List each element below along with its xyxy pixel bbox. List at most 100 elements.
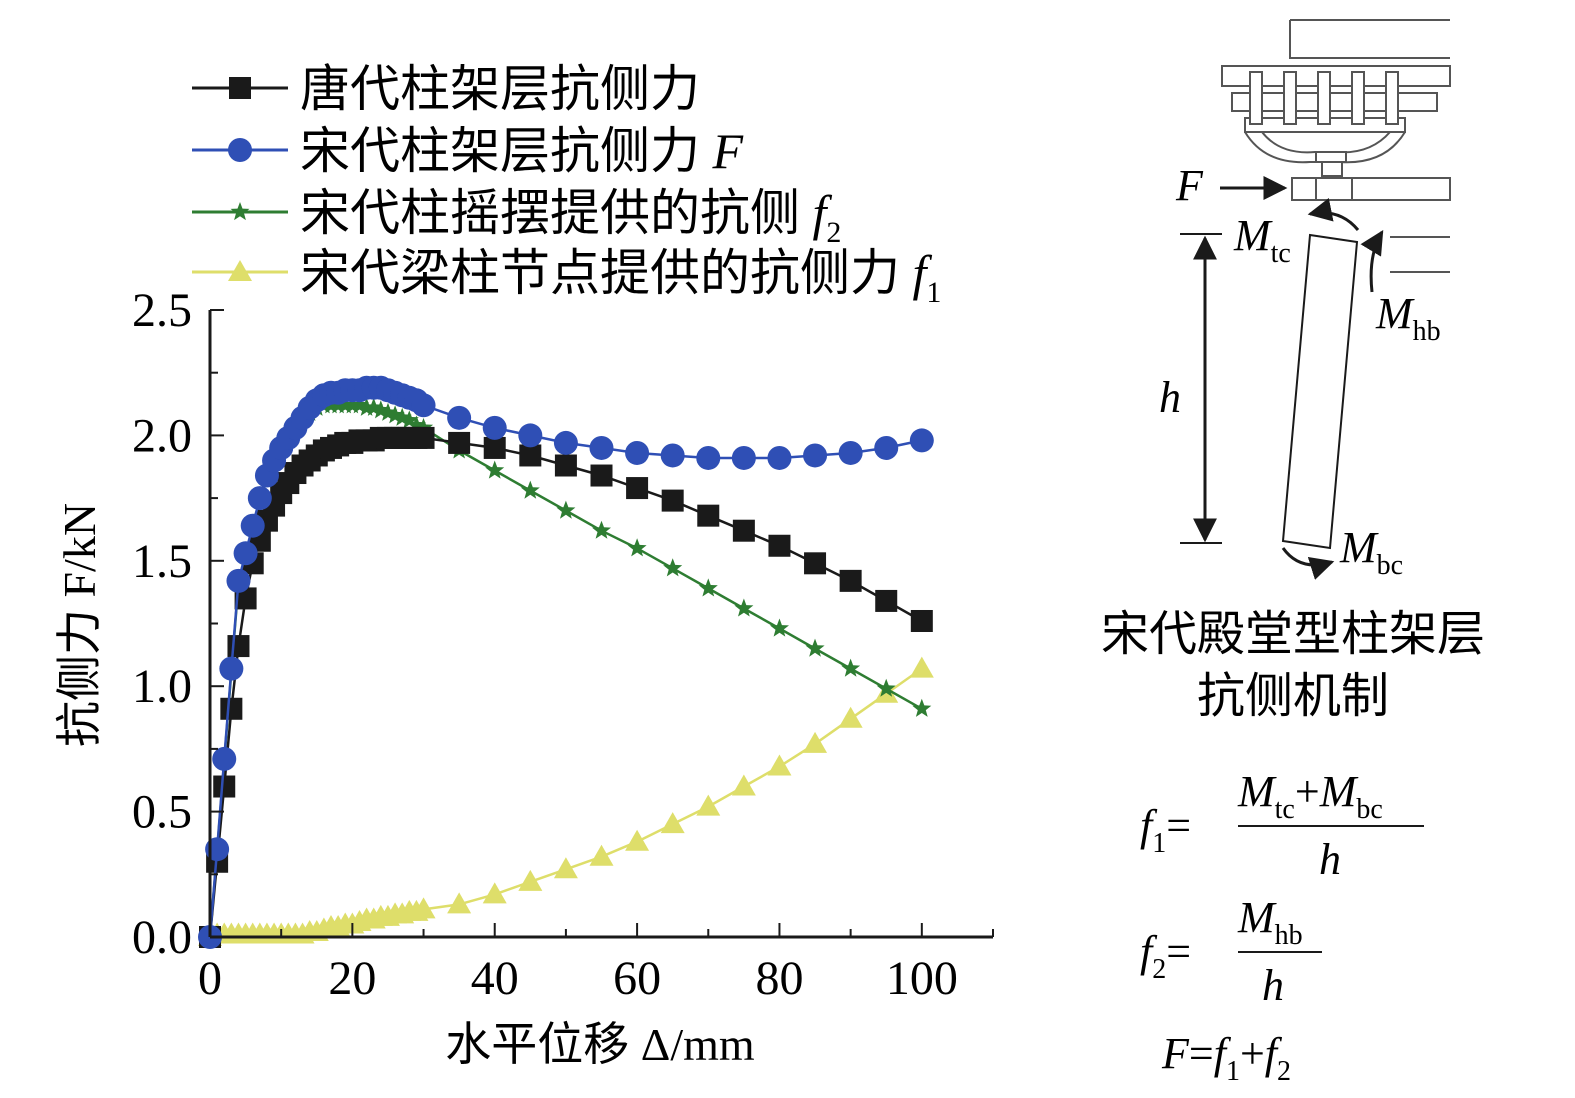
data-point xyxy=(734,598,754,617)
f1-equals: = xyxy=(1166,801,1191,850)
bracket-block xyxy=(1249,71,1263,125)
data-point xyxy=(220,697,243,720)
lateral-force-chart: 0 20 40 60 80 100 0.0 0.5 1.0 1.5 2.0 2.5 水平位移 Δ/mm… xyxy=(54,61,994,1070)
data-point xyxy=(660,812,685,834)
series-0 xyxy=(199,426,933,948)
y-tick-label: 1.5 xyxy=(132,535,192,588)
legend-label: 宋代柱摇摆提供的抗侧 f2 xyxy=(300,185,841,249)
data-point xyxy=(520,480,540,499)
data-point xyxy=(219,656,244,681)
f2-equals: = xyxy=(1166,927,1191,976)
legend-marker xyxy=(228,138,252,162)
data-point xyxy=(731,445,756,470)
data-point xyxy=(406,415,426,434)
moment-bc-arrow xyxy=(1281,547,1335,580)
mechanism-diagram: F h Mtc Mhb Mbc 宋代殿堂型柱架层 抗侧机制 xyxy=(1101,19,1485,723)
f2-num-symbol: M xyxy=(1237,893,1277,942)
data-point xyxy=(247,486,272,511)
data-point xyxy=(767,754,792,776)
data-point xyxy=(411,393,436,418)
data-point xyxy=(233,541,258,566)
data-point xyxy=(447,405,472,430)
x-tick-label: 80 xyxy=(755,952,803,1005)
moment-hb-subscript: hb xyxy=(1413,316,1441,347)
f1-plus: + xyxy=(1295,767,1320,816)
data-point xyxy=(357,397,377,416)
legend-label: 唐代柱架层抗侧力 xyxy=(300,61,700,117)
data-point xyxy=(912,698,932,717)
data-point xyxy=(213,775,236,798)
data-point xyxy=(234,587,257,610)
sum-equals: = xyxy=(1189,1029,1214,1078)
f2-numerator: Mhb xyxy=(1237,893,1303,951)
data-point xyxy=(625,829,650,851)
data-point xyxy=(385,405,405,424)
data-point xyxy=(553,430,578,455)
moment-tc-subscript: tc xyxy=(1271,238,1291,269)
data-point xyxy=(767,445,792,470)
series-line xyxy=(209,667,923,939)
data-point xyxy=(663,558,683,577)
f1-num-b-subscript: bc xyxy=(1356,794,1382,825)
data-point xyxy=(554,454,577,477)
data-point xyxy=(392,407,412,426)
data-point xyxy=(876,678,896,697)
sum-plus: + xyxy=(1240,1029,1265,1078)
data-point xyxy=(661,489,684,512)
data-point xyxy=(732,519,755,542)
diagram-title-line1: 宋代殿堂型柱架层 xyxy=(1101,608,1485,661)
data-point xyxy=(350,395,369,414)
sum-equation: F=f1+f2 xyxy=(1161,1029,1291,1087)
y-tick-label: 2.0 xyxy=(132,409,192,462)
tilted-column xyxy=(1281,233,1359,550)
height-label-h: h xyxy=(1159,373,1181,422)
data-point xyxy=(626,477,649,500)
data-point xyxy=(212,746,237,771)
data-point xyxy=(364,397,384,416)
legend-marker xyxy=(229,77,251,99)
y-axis-label: 抗侧力 F/kN xyxy=(54,503,105,747)
data-point xyxy=(556,500,576,519)
data-point xyxy=(553,857,578,879)
series-line xyxy=(208,404,923,938)
legend-marker xyxy=(230,202,250,221)
data-point xyxy=(838,706,863,728)
x-tick-label: 40 xyxy=(471,952,519,1005)
data-point xyxy=(803,443,828,468)
f2-lhs: f2= xyxy=(1140,927,1191,985)
data-point xyxy=(371,400,391,419)
data-point xyxy=(412,426,435,449)
data-point xyxy=(627,538,647,557)
data-point xyxy=(592,520,611,539)
sum-f2-subscript: 2 xyxy=(1277,1056,1291,1087)
f2-subscript: 2 xyxy=(1152,954,1166,985)
data-point xyxy=(803,731,828,753)
bracket-block xyxy=(1317,71,1331,125)
data-point xyxy=(696,445,721,470)
data-point xyxy=(335,395,355,414)
data-point xyxy=(448,431,471,454)
data-point xyxy=(399,410,419,429)
data-point xyxy=(378,402,398,421)
sum-f1-subscript: 1 xyxy=(1226,1056,1240,1087)
moment-tc-symbol: M xyxy=(1233,211,1273,260)
y-tick-label: 0.0 xyxy=(132,911,192,964)
data-point xyxy=(769,618,789,637)
legend-marker xyxy=(228,260,252,281)
moment-tc-arrow xyxy=(1307,198,1360,231)
data-point xyxy=(696,794,721,816)
bracket-set-drawing xyxy=(1221,19,1451,201)
data-point xyxy=(485,460,505,479)
moment-bc-symbol: M xyxy=(1339,523,1379,572)
data-point xyxy=(227,635,250,658)
data-point xyxy=(841,658,861,677)
data-point xyxy=(697,504,720,527)
f1-numerator: Mtc+Mbc xyxy=(1237,767,1383,825)
data-point xyxy=(804,552,827,575)
legend-label: 宋代梁柱节点提供的抗侧力 f1 xyxy=(300,245,941,309)
f1-num-a-subscript: tc xyxy=(1275,794,1295,825)
formulas: f1= Mtc+Mbc h f2= Mhb h F=f1+f2 xyxy=(1140,767,1424,1087)
f1-subscript: 1 xyxy=(1152,828,1166,859)
